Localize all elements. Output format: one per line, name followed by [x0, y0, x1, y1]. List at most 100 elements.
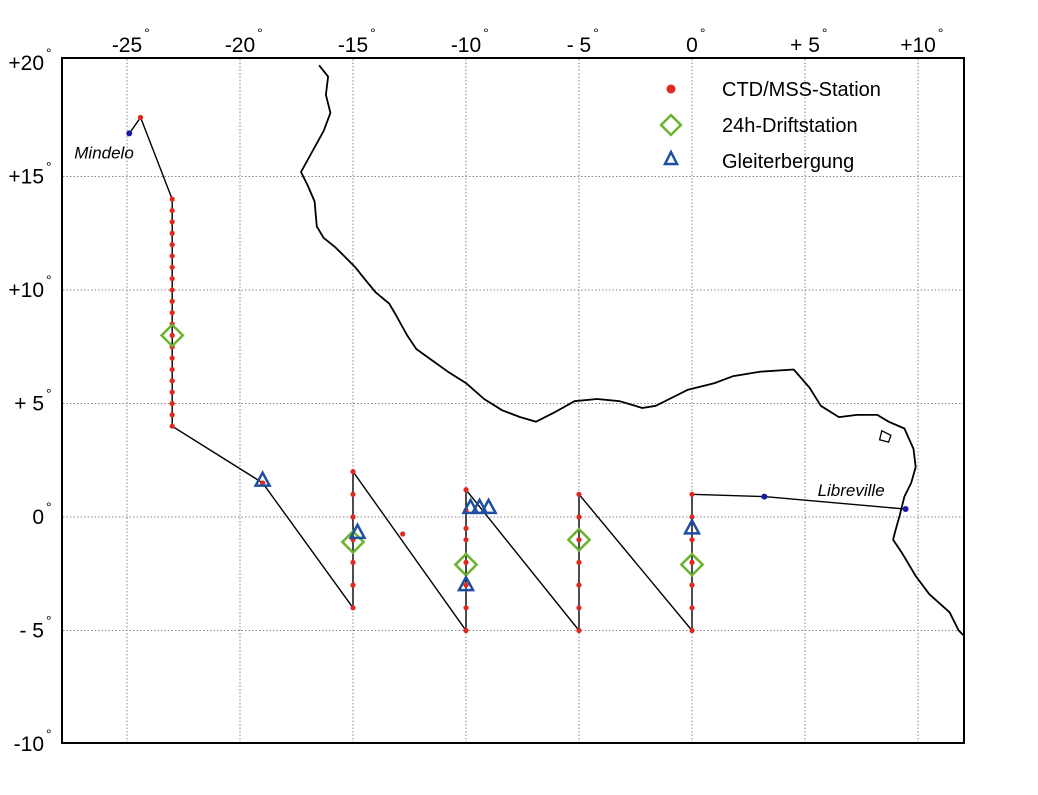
port-markers — [126, 130, 909, 513]
lat-tick-label: -10 — [14, 733, 44, 756]
port-point — [761, 493, 768, 500]
ctd-station-point — [689, 605, 695, 611]
graticule — [63, 59, 963, 742]
lon-degree-symbol: ° — [938, 25, 944, 41]
ctd-station-point — [463, 537, 469, 543]
ctd-station-point — [260, 480, 266, 486]
ctd-station-point — [576, 537, 582, 543]
africa-coastline — [300, 64, 964, 636]
drift-station-marker — [453, 552, 479, 578]
ctd-station-point — [576, 605, 582, 611]
ctd-station-point — [576, 514, 582, 520]
ctd-station-point — [463, 627, 469, 634]
port-point — [126, 130, 133, 137]
lon-tick-label: -20 — [225, 34, 255, 57]
legend-drift-symbol — [659, 113, 683, 137]
drift-station-marker — [159, 323, 185, 348]
lat-tick-label: + 5 — [14, 393, 44, 416]
ctd-station-point — [400, 531, 406, 537]
ctd-station-point — [169, 423, 175, 429]
lon-tick-label: -25 — [112, 34, 142, 57]
ctd-station-point — [463, 559, 469, 566]
ctd-station-point — [350, 514, 356, 520]
lon-degree-symbol: ° — [257, 25, 263, 41]
lat-tick-label: +10 — [8, 279, 44, 302]
ctd-station-point — [576, 582, 582, 588]
glider-recovery-marker — [461, 497, 480, 515]
ctd-station-point — [689, 514, 695, 520]
ctd-station-point — [576, 559, 582, 566]
glider-recovery-marker — [348, 522, 367, 540]
lon-degree-symbol: ° — [700, 25, 706, 41]
ctd-station-point — [169, 287, 175, 293]
map-frame — [61, 57, 965, 744]
lat-degree-symbol: ° — [46, 499, 52, 515]
coastline — [300, 64, 964, 636]
ctd-station-point — [689, 559, 695, 566]
ctd-mss-stations — [137, 114, 695, 634]
ctd-station-point — [169, 264, 175, 270]
ctd-station-point — [169, 298, 175, 304]
legend-glider-symbol — [662, 149, 680, 166]
legend-station-symbol — [666, 84, 676, 94]
ctd-station-point — [689, 582, 695, 588]
lon-tick-label: -10 — [451, 34, 481, 57]
port-point — [902, 506, 909, 513]
lat-degree-symbol: ° — [46, 386, 52, 402]
ctd-station-point — [463, 582, 469, 588]
ctd-station-point — [169, 389, 175, 395]
ctd-station-point — [169, 219, 175, 225]
lat-degree-symbol: ° — [46, 613, 52, 629]
ctd-station-point — [169, 253, 175, 259]
lat-tick-label: - 5 — [19, 620, 44, 643]
lon-tick-label: - 5 — [567, 34, 592, 57]
lon-degree-symbol: ° — [370, 25, 376, 41]
legend-drift-label: 24h-Driftstation — [722, 115, 858, 137]
drift-station-marker — [679, 552, 705, 578]
legend-station-label: CTD/MSS-Station — [722, 79, 881, 101]
lat-tick-label: 0 — [32, 506, 44, 529]
ctd-station-point — [689, 491, 695, 497]
axis-tick-labels: -25°-20°-15°-10°- 5°0°+ 5°+10°+20 °+15 °+1… — [8, 25, 943, 756]
ctd-station-point — [169, 242, 175, 248]
ctd-station-point — [350, 582, 356, 588]
glider-recovery-marker — [253, 470, 272, 487]
lon-degree-symbol: ° — [483, 25, 489, 41]
lon-degree-symbol: ° — [822, 25, 828, 41]
ctd-station-point — [463, 525, 469, 531]
ctd-station-point — [169, 378, 175, 384]
legend-glider-label: Gleiterbergung — [722, 151, 854, 173]
lon-tick-label: +10 — [900, 34, 936, 57]
place-label-libreville: Libreville — [818, 481, 885, 500]
ctd-station-point — [350, 469, 356, 475]
lon-tick-label: 0 — [686, 34, 698, 57]
ctd-station-point — [169, 366, 175, 373]
lon-tick-label: + 5 — [790, 34, 820, 57]
ctd-station-point — [689, 627, 695, 634]
place-labels: Mindelo Libreville — [74, 143, 884, 500]
ctd-station-point — [689, 537, 695, 543]
ctd-station-point — [169, 400, 175, 407]
ctd-station-point — [576, 627, 582, 634]
glider-recovery-marker — [470, 497, 489, 515]
ctd-station-point — [463, 487, 469, 493]
bioko-island — [878, 429, 892, 443]
glider-recoveries — [253, 470, 702, 592]
lat-degree-symbol: ° — [46, 726, 52, 742]
ctd-station-point — [350, 491, 356, 497]
ctd-station-point — [576, 491, 582, 497]
drift-station-marker — [566, 527, 592, 553]
lat-degree-symbol: ° — [46, 272, 52, 288]
ctd-station-point — [169, 276, 175, 282]
lat-tick-label: +20 — [8, 52, 44, 75]
lon-degree-symbol: ° — [593, 25, 599, 41]
glider-recovery-marker — [456, 574, 476, 592]
ctd-station-point — [350, 605, 356, 611]
ctd-station-point — [169, 310, 175, 316]
lat-degree-symbol: ° — [46, 159, 52, 175]
ctd-station-point — [169, 207, 175, 214]
ctd-station-point — [169, 196, 175, 202]
lon-degree-symbol: ° — [144, 25, 150, 41]
ctd-station-point — [169, 332, 175, 338]
